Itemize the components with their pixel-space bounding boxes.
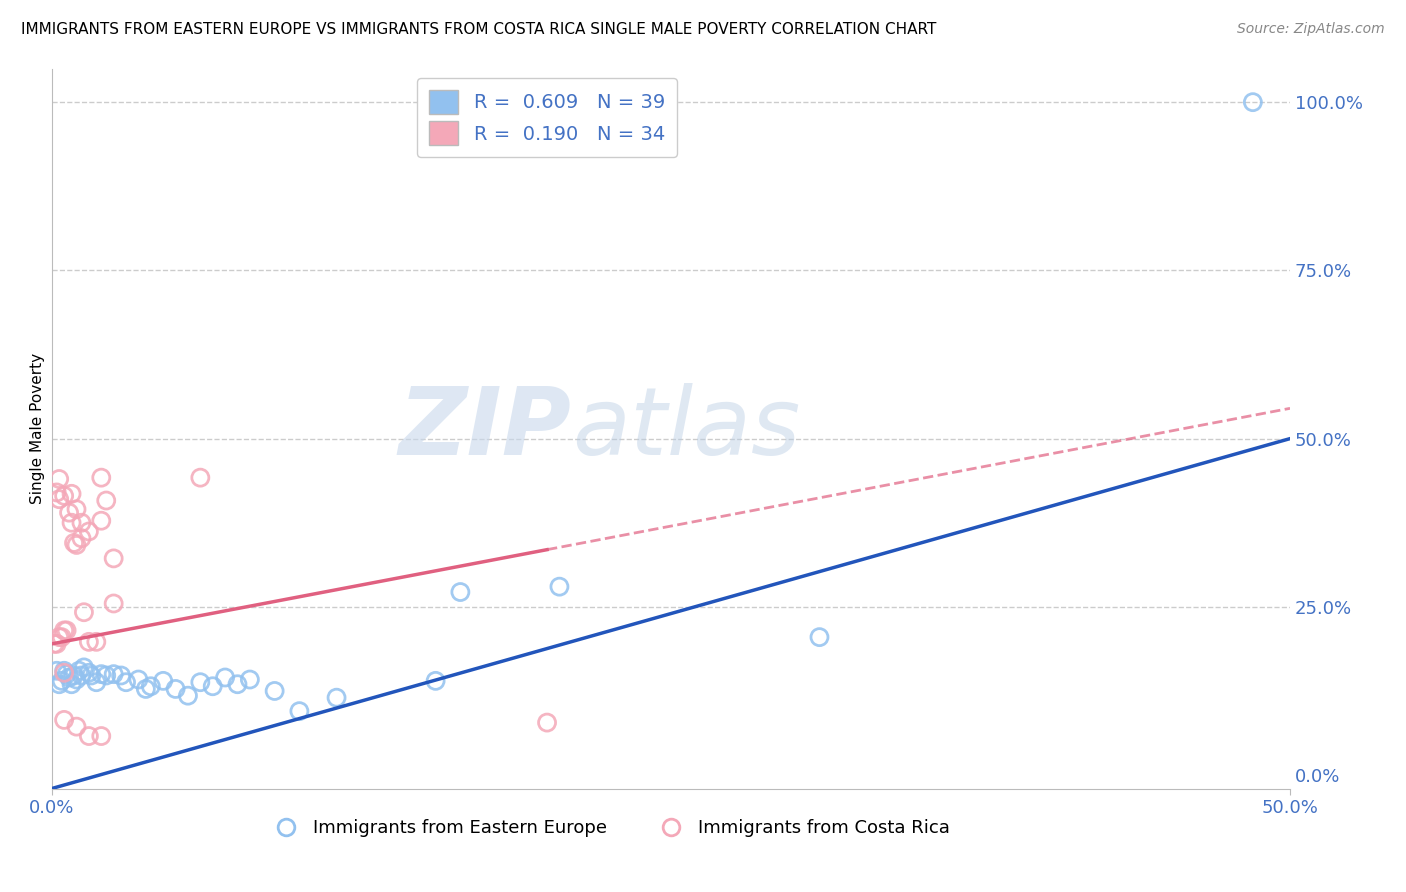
Point bbox=[70, 516, 93, 530]
Point bbox=[90, 514, 112, 528]
Point bbox=[44, 637, 66, 651]
Point bbox=[53, 713, 76, 727]
Y-axis label: Single Male Poverty: Single Male Poverty bbox=[30, 353, 45, 504]
Point bbox=[152, 673, 174, 688]
Point bbox=[48, 677, 70, 691]
Point bbox=[808, 630, 831, 644]
Point bbox=[90, 470, 112, 484]
Point bbox=[48, 472, 70, 486]
Point bbox=[58, 506, 80, 520]
Point bbox=[65, 720, 87, 734]
Point bbox=[103, 667, 125, 681]
Point bbox=[63, 536, 86, 550]
Point bbox=[48, 492, 70, 507]
Point bbox=[67, 664, 90, 678]
Point bbox=[65, 502, 87, 516]
Point bbox=[77, 729, 100, 743]
Text: IMMIGRANTS FROM EASTERN EUROPE VS IMMIGRANTS FROM COSTA RICA SINGLE MALE POVERTY: IMMIGRANTS FROM EASTERN EUROPE VS IMMIGR… bbox=[21, 22, 936, 37]
Point bbox=[165, 681, 187, 696]
Point bbox=[86, 635, 108, 649]
Point bbox=[177, 689, 200, 703]
Point bbox=[127, 673, 149, 687]
Point bbox=[73, 660, 96, 674]
Point bbox=[60, 487, 83, 501]
Point bbox=[226, 677, 249, 691]
Point bbox=[70, 668, 93, 682]
Point bbox=[188, 675, 211, 690]
Point bbox=[188, 470, 211, 484]
Point bbox=[77, 524, 100, 539]
Point bbox=[77, 635, 100, 649]
Point bbox=[70, 531, 93, 545]
Point bbox=[45, 664, 67, 678]
Point bbox=[58, 671, 80, 685]
Point bbox=[325, 690, 347, 705]
Text: ZIP: ZIP bbox=[399, 383, 572, 475]
Text: atlas: atlas bbox=[572, 383, 800, 474]
Point bbox=[536, 715, 558, 730]
Point bbox=[53, 665, 76, 680]
Point bbox=[135, 681, 157, 696]
Point bbox=[60, 516, 83, 530]
Point bbox=[425, 673, 447, 688]
Point bbox=[65, 538, 87, 552]
Point bbox=[65, 673, 87, 687]
Point bbox=[288, 704, 311, 718]
Point bbox=[239, 673, 262, 687]
Point bbox=[45, 637, 67, 651]
Point bbox=[80, 668, 103, 682]
Point bbox=[63, 668, 86, 682]
Point bbox=[139, 679, 162, 693]
Point bbox=[53, 664, 76, 678]
Legend: Immigrants from Eastern Europe, Immigrants from Costa Rica: Immigrants from Eastern Europe, Immigran… bbox=[262, 812, 957, 845]
Point bbox=[51, 630, 73, 644]
Point bbox=[60, 677, 83, 691]
Point bbox=[214, 671, 236, 685]
Point bbox=[53, 489, 76, 503]
Point bbox=[96, 668, 118, 682]
Point bbox=[201, 679, 224, 693]
Point bbox=[110, 668, 132, 682]
Point bbox=[55, 624, 77, 638]
Point bbox=[103, 551, 125, 566]
Point bbox=[53, 624, 76, 638]
Point bbox=[73, 605, 96, 619]
Point bbox=[90, 729, 112, 743]
Point bbox=[96, 493, 118, 508]
Point bbox=[548, 580, 571, 594]
Point bbox=[86, 675, 108, 690]
Point bbox=[48, 630, 70, 644]
Point bbox=[55, 667, 77, 681]
Point bbox=[1241, 95, 1264, 110]
Point bbox=[77, 665, 100, 680]
Point bbox=[51, 673, 73, 688]
Point bbox=[115, 675, 138, 690]
Point bbox=[45, 485, 67, 500]
Point bbox=[103, 597, 125, 611]
Point bbox=[449, 585, 471, 599]
Point bbox=[90, 667, 112, 681]
Text: Source: ZipAtlas.com: Source: ZipAtlas.com bbox=[1237, 22, 1385, 37]
Point bbox=[263, 684, 285, 698]
